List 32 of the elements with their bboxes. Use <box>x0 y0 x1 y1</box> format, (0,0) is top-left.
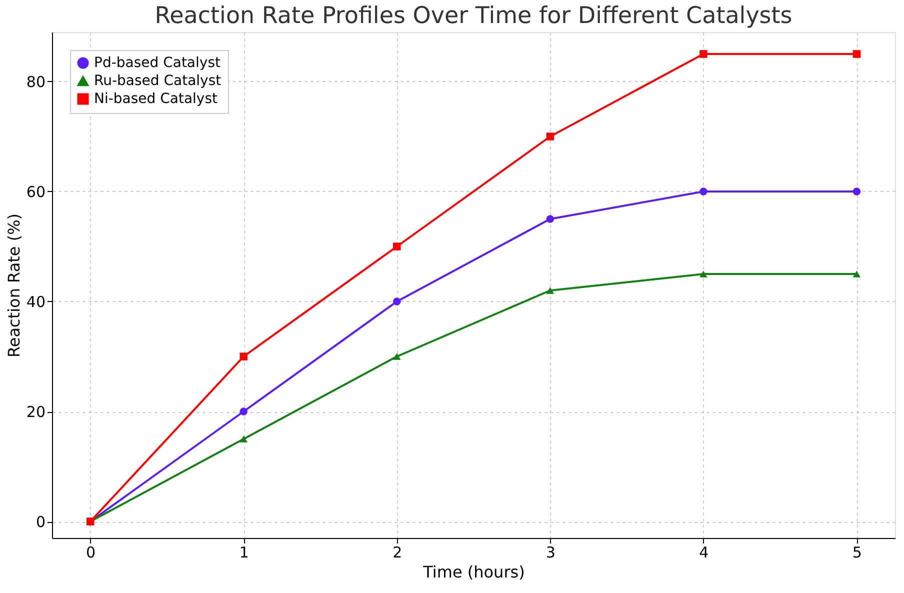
legend-label: Ni-based Catalyst <box>94 91 218 107</box>
y-tick-label: 0 <box>36 513 46 531</box>
point <box>392 353 401 360</box>
x-tick-label: 4 <box>699 544 709 562</box>
legend-label: Ru-based Catalyst <box>94 73 222 89</box>
point <box>852 188 861 196</box>
point <box>392 298 401 306</box>
x-tick-label: 5 <box>852 544 862 562</box>
point <box>852 270 861 278</box>
x-tick-label: 0 <box>86 544 96 562</box>
point <box>700 50 708 58</box>
chart-title: Reaction Rate Profiles Over Time for Different Catalysts <box>154 3 792 29</box>
y-tick-label: 40 <box>26 293 46 311</box>
point <box>546 215 554 223</box>
point <box>240 436 248 442</box>
point <box>240 352 248 360</box>
y-axis-title: Reaction Rate (%) <box>4 213 24 358</box>
x-tick-label: 3 <box>546 544 556 562</box>
x-tick-label: 1 <box>239 544 249 562</box>
point <box>546 287 554 294</box>
point <box>392 242 401 250</box>
point <box>700 188 708 196</box>
y-tick-label: 80 <box>26 73 46 91</box>
legend-label: Pd-based Catalyst <box>94 55 221 71</box>
point <box>546 132 554 140</box>
x-axis-title: Time (hours) <box>422 562 525 582</box>
x-tick-label: 2 <box>392 544 402 562</box>
y-tick-label: 20 <box>26 403 46 421</box>
y-tick-label: 60 <box>26 183 46 201</box>
point <box>240 408 248 416</box>
point <box>700 270 708 278</box>
point <box>852 50 861 58</box>
